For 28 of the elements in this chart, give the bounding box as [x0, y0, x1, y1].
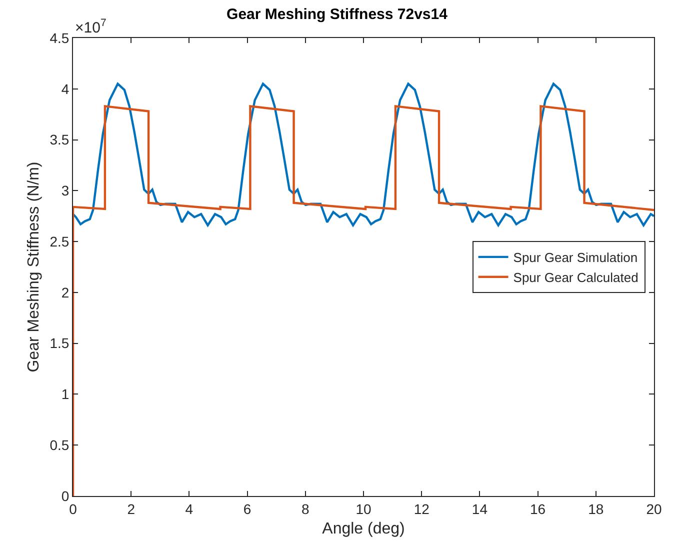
- x-tick-label: 14: [472, 500, 488, 517]
- x-tick-label: 18: [588, 500, 604, 517]
- x-tick-label: 16: [530, 500, 546, 517]
- y-tick-label: 3.5: [50, 132, 70, 148]
- x-axis-title: Angle (deg): [322, 520, 405, 538]
- y-tick-label: 1: [61, 386, 70, 402]
- y-axis-title: Gear Meshing Stiffness (N/m): [26, 162, 43, 372]
- x-tick-label: 8: [302, 500, 310, 517]
- x-tick-label: 20: [646, 500, 662, 517]
- x-tick-label: 6: [243, 500, 252, 517]
- y-tick-label: 4: [61, 80, 70, 97]
- line-series: [73, 82, 654, 226]
- y-tick-label: 4.5: [50, 30, 70, 46]
- x-tick-label: 10: [356, 500, 372, 517]
- y-tick-label: 2.5: [50, 233, 70, 250]
- x-tick-label: 12: [414, 500, 430, 517]
- y-tick-label: 3: [61, 182, 70, 199]
- line-series: [73, 105, 654, 496]
- y-tick-label: 1.5: [50, 335, 70, 352]
- chart-title: Gear Meshing Stiffness 72vs14: [226, 6, 448, 23]
- y-tick-label: 0: [61, 488, 70, 504]
- legend-label: Spur Gear Simulation: [513, 250, 638, 266]
- x-tick-label: 4: [185, 500, 194, 517]
- y-tick-label: 2: [61, 284, 70, 300]
- legend-label: Spur Gear Calculated: [513, 270, 638, 285]
- text: ×10$^{7}$: [75, 17, 106, 36]
- y-tick-label: 0.5: [50, 437, 70, 454]
- x-tick-label: 2: [127, 500, 136, 517]
